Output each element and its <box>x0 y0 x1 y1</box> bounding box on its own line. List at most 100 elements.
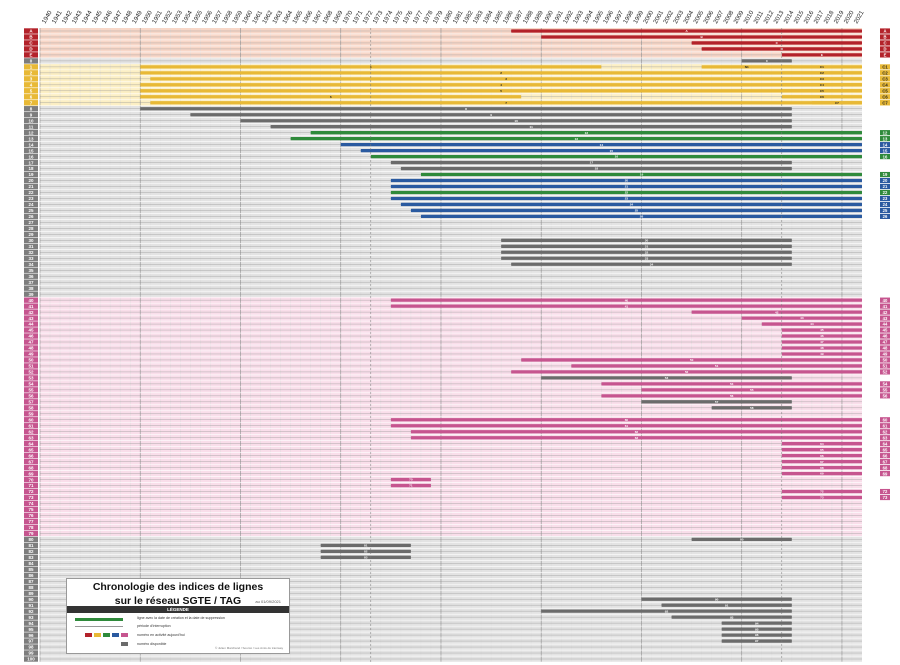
row-label: 67 <box>29 459 34 464</box>
series-bar <box>781 448 862 452</box>
series-bar-label: 60 <box>625 418 629 422</box>
active-marker <box>880 435 890 441</box>
row-label-box <box>24 135 38 142</box>
row-label: 56 <box>29 394 34 399</box>
row-label: 5 <box>30 88 33 93</box>
active-marker <box>880 351 890 357</box>
series-bar <box>511 29 862 33</box>
series-bar-label: C <box>776 41 779 45</box>
row-label-box <box>24 327 38 333</box>
active-marker-label: 60 <box>883 417 888 422</box>
series-bar-label: 44 <box>810 322 814 326</box>
active-marker-label: 40 <box>883 298 888 303</box>
row-label: 71 <box>29 483 34 488</box>
series-bar-label: 47 <box>820 340 824 344</box>
row-label: 18 <box>29 166 34 171</box>
series-bar <box>390 424 862 428</box>
row-label: 57 <box>29 399 34 404</box>
series-bar <box>390 184 862 189</box>
series-bar <box>781 334 862 338</box>
active-marker-label: 20 <box>883 178 888 183</box>
series-bar <box>781 442 862 446</box>
series-bar <box>140 95 522 99</box>
series-bar <box>390 483 431 488</box>
series-bar-label: 17 <box>590 161 594 165</box>
series-bar-label: 31 <box>645 244 649 248</box>
series-bar-label: C2 <box>820 71 824 75</box>
row-label: 34 <box>29 262 34 267</box>
series-bar-label: 55 <box>750 388 754 392</box>
row-label-box <box>24 291 38 297</box>
row-label-box <box>24 315 38 321</box>
active-marker-label: 67 <box>883 459 888 464</box>
series-bar <box>320 555 411 559</box>
series-bar-label: 16 <box>615 155 619 159</box>
row-label-box <box>24 339 38 345</box>
row-label: 52 <box>29 370 34 375</box>
legend-swatch-yellow <box>94 633 101 637</box>
series-bar-label: 11 <box>530 125 534 129</box>
active-marker <box>880 339 890 345</box>
row-label: 75 <box>29 507 34 512</box>
active-marker <box>880 393 890 399</box>
active-marker <box>880 321 890 327</box>
series-bar <box>511 262 792 266</box>
legend-swatch-green <box>103 633 110 637</box>
series-bar <box>390 190 862 195</box>
series-bar <box>721 633 792 637</box>
row-label: 66 <box>29 453 34 458</box>
active-marker-label: 56 <box>883 394 888 399</box>
row-label: 48 <box>29 346 34 351</box>
active-marker-label: 50 <box>883 358 888 363</box>
active-marker <box>880 28 890 34</box>
row-label-box <box>24 177 38 184</box>
row-label-box <box>24 411 38 417</box>
row-label: 84 <box>29 561 34 566</box>
series-bar <box>390 178 862 183</box>
row-label: 36 <box>29 274 34 279</box>
row-label-box <box>24 518 38 525</box>
series-bar <box>781 346 862 350</box>
row-label: B <box>29 35 33 40</box>
series-bar <box>781 465 862 470</box>
row-label: 21 <box>29 184 34 189</box>
row-label-box <box>24 566 38 572</box>
row-label: 20 <box>29 178 34 183</box>
series-bar-label: 30 <box>645 238 649 242</box>
series-bar <box>390 160 792 165</box>
series-bar <box>641 597 792 601</box>
row-label: 24 <box>29 202 34 207</box>
active-marker <box>880 315 890 321</box>
legend-item-active: numéro en activité aujourd'hui <box>137 633 185 637</box>
series-bar-label: 32 <box>645 250 649 254</box>
row-label: 89 <box>29 591 34 596</box>
row-label: 64 <box>29 441 34 446</box>
series-bar <box>721 639 792 643</box>
series-bar-label: 68 <box>820 466 824 470</box>
row-label-box <box>24 285 38 291</box>
row-label: 58 <box>29 405 34 410</box>
active-marker-label: 19 <box>883 172 888 177</box>
row-label: 74 <box>29 501 34 506</box>
active-marker-label: 49 <box>883 352 888 357</box>
row-label-box <box>24 435 38 441</box>
row-label: 90 <box>29 597 34 602</box>
row-label: 2 <box>30 71 33 76</box>
row-label-box <box>24 76 38 82</box>
row-label: 82 <box>29 549 34 554</box>
row-label-box <box>24 387 38 393</box>
series-bar-label: 73 <box>820 496 824 500</box>
series-bar-label: 56 <box>730 394 734 398</box>
active-marker-label: 16 <box>883 154 888 159</box>
row-label: 62 <box>29 429 34 434</box>
row-label: 45 <box>29 328 34 333</box>
legend-item-available: numéro disponible <box>137 642 167 646</box>
active-marker-label: 43 <box>883 316 888 321</box>
active-marker-label: 52 <box>883 370 888 375</box>
active-marker-label: 12 <box>883 130 888 135</box>
active-marker <box>880 381 890 387</box>
series-bar <box>641 388 862 392</box>
series-bar-label: 71 <box>409 484 413 488</box>
row-label: 88 <box>29 585 34 590</box>
row-label: 4 <box>30 82 33 87</box>
